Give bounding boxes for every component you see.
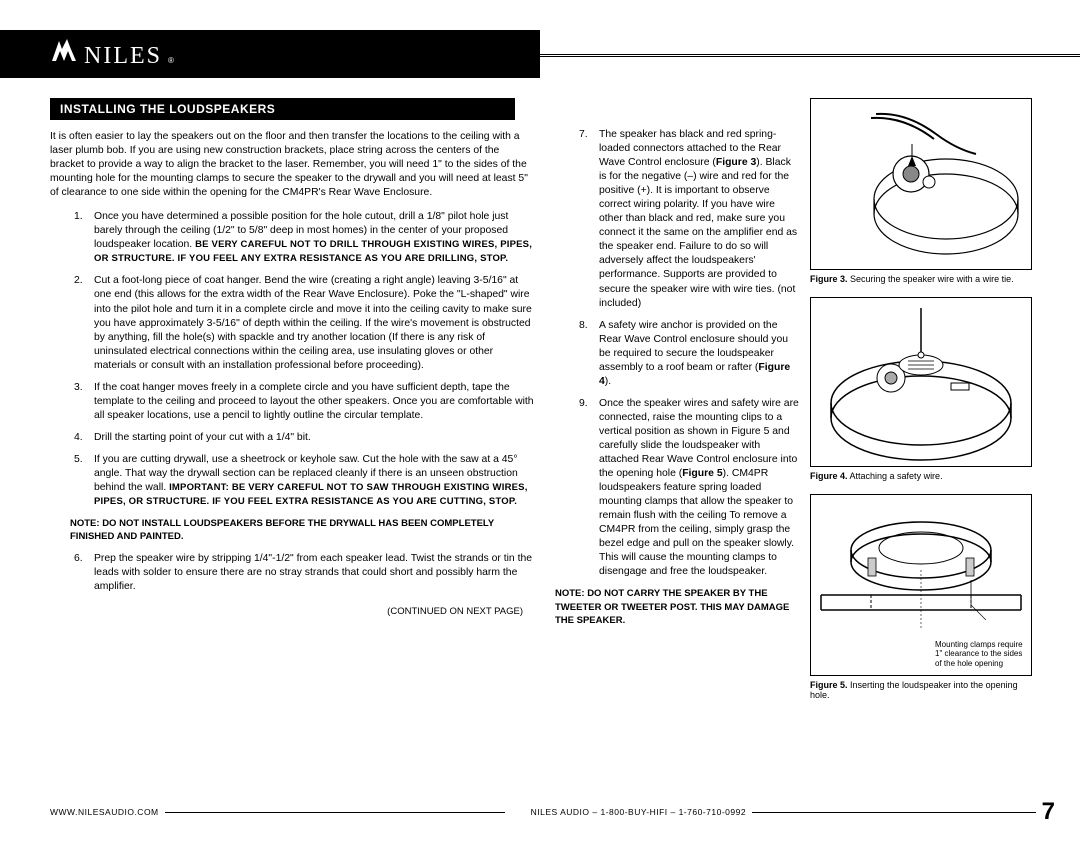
figure-5-caption: Figure 5. Inserting the loudspeaker into… xyxy=(810,680,1032,702)
step-2: Cut a foot-long piece of coat hanger. Be… xyxy=(50,274,535,372)
step-text-b: ). xyxy=(605,376,611,387)
step-6: Prep the speaker wire by stripping 1/4"-… xyxy=(50,552,535,594)
install-step-6: Prep the speaker wire by stripping 1/4"-… xyxy=(50,552,535,594)
fig4-label: Figure 4. xyxy=(810,471,848,481)
header-rule xyxy=(540,54,1080,55)
fig3-ref: Figure 3 xyxy=(716,157,756,168)
figures-column: Figure 3. Securing the speaker wire with… xyxy=(810,98,1032,786)
right-columns: The speaker has black and red spring-loa… xyxy=(555,98,1055,786)
step-3: If the coat hanger moves freely in a com… xyxy=(50,381,535,423)
step-text: Prep the speaker wire by stripping 1/4"-… xyxy=(94,553,532,592)
fig3-label: Figure 3. xyxy=(810,274,848,284)
step-important: Important: xyxy=(169,482,232,493)
fig5-ref: Figure 5 xyxy=(682,468,722,479)
page-footer: WWW.NILESAUDIO.COM NILES AUDIO – 1-800-B… xyxy=(50,798,1055,826)
step-text: Drill the starting point of your cut wit… xyxy=(94,432,311,443)
footer-rule xyxy=(752,812,1036,813)
page-number: 7 xyxy=(1042,798,1055,826)
section-title: INSTALLING THE LOUDSPEAKERS xyxy=(50,98,515,120)
mid-column: The speaker has black and red spring-loa… xyxy=(555,98,800,786)
step-8: A safety wire anchor is provided on the … xyxy=(555,319,800,389)
figure-4-illustration xyxy=(810,297,1032,467)
figure-5-illustration: Mounting clamps require 1" clearance to … xyxy=(810,494,1032,676)
fig4-text: Attaching a safety wire. xyxy=(848,471,943,481)
registered-mark: ® xyxy=(168,56,174,65)
step-1: Once you have determined a possible posi… xyxy=(50,210,535,266)
install-steps-1-5: Once you have determined a possible posi… xyxy=(50,210,535,509)
step-7: The speaker has black and red spring-loa… xyxy=(555,128,800,311)
fig3-text: Securing the speaker wire with a wire ti… xyxy=(848,274,1014,284)
step-text: Cut a foot-long piece of coat hanger. Be… xyxy=(94,275,532,370)
install-step-7: The speaker has black and red spring-loa… xyxy=(555,128,800,311)
continued-label: (CONTINUED ON NEXT PAGE) xyxy=(50,606,535,617)
note-right: Note: Do not carry the speaker by the tw… xyxy=(555,587,800,627)
step-text-a: Once the speaker wires and safety wire a… xyxy=(599,398,799,479)
niles-logo: NILES ® xyxy=(50,39,174,70)
step-4: Drill the starting point of your cut wit… xyxy=(50,431,535,445)
step-text-b: ). Black is for the negative (–) wire an… xyxy=(599,157,797,308)
note-left: Note: Do not install loudspeakers before… xyxy=(50,517,535,544)
figure-3-illustration xyxy=(810,98,1032,270)
step-text-b: ). CM4PR loudspeakers feature spring loa… xyxy=(599,468,794,577)
header-black-bar: NILES ® xyxy=(0,30,540,78)
install-step-8: A safety wire anchor is provided on the … xyxy=(555,319,800,389)
left-column: INSTALLING THE LOUDSPEAKERS It is often … xyxy=(50,98,535,786)
footer-contact: NILES AUDIO – 1-800-BUY-HIFI – 1-760-710… xyxy=(531,807,746,817)
install-step-9: Once the speaker wires and safety wire a… xyxy=(555,397,800,580)
brand-text: NILES xyxy=(84,43,162,70)
intro-paragraph: It is often easier to lay the speakers o… xyxy=(50,130,535,200)
step-text: If the coat hanger moves freely in a com… xyxy=(94,382,534,421)
footer-rule xyxy=(165,812,505,813)
footer-url: WWW.NILESAUDIO.COM xyxy=(50,807,159,817)
header-rule xyxy=(540,56,1080,57)
content-area: INSTALLING THE LOUDSPEAKERS It is often … xyxy=(50,98,1055,786)
figure-3-caption: Figure 3. Securing the speaker wire with… xyxy=(810,274,1032,285)
figure-5-annotation: Mounting clamps require 1" clearance to … xyxy=(935,640,1025,669)
figure-4-caption: Figure 4. Attaching a safety wire. xyxy=(810,471,1032,482)
step-5: If you are cutting drywall, use a sheetr… xyxy=(50,453,535,509)
step-9: Once the speaker wires and safety wire a… xyxy=(555,397,800,580)
fig5-label: Figure 5. xyxy=(810,680,848,690)
niles-mark-icon xyxy=(50,39,78,63)
